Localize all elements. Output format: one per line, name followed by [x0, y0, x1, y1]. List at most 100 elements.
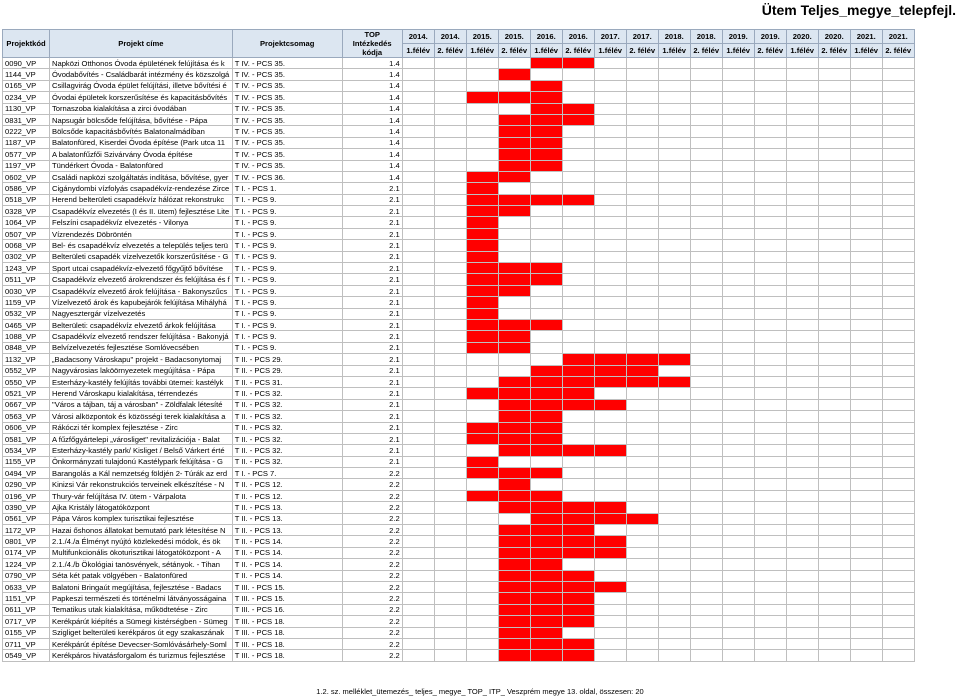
schedule-cell [657, 592, 691, 605]
table-row: 0222_VP Bölcsőde kapacitásbővítés Balaton… [2, 125, 915, 138]
schedule-cell [689, 182, 723, 195]
header-period-half: 1.félév [401, 43, 435, 58]
schedule-cell [433, 79, 467, 93]
schedule-cell [817, 444, 851, 457]
schedule-cell [561, 410, 595, 423]
schedule-cell [785, 398, 819, 412]
schedule-cell [593, 193, 627, 207]
schedule-cell [753, 615, 787, 628]
schedule-cell [433, 523, 467, 537]
schedule-cell [881, 489, 915, 503]
project-title-cell: Papkeszi természeti és történelmi látván… [49, 592, 233, 605]
schedule-cell-active [497, 489, 531, 503]
schedule-cell [817, 113, 851, 127]
schedule-cell-active [497, 615, 531, 628]
schedule-cell [593, 284, 627, 298]
schedule-cell-active [497, 501, 531, 514]
schedule-cell [593, 558, 627, 571]
schedule-cell [625, 637, 659, 651]
schedule-cell-active [465, 421, 499, 434]
schedule-cell [721, 410, 755, 423]
project-group-cell: T II. - PCS 13. [231, 512, 343, 526]
schedule-cell [849, 421, 883, 434]
schedule-cell-active [529, 569, 563, 582]
top-code-cell: 2.1 [341, 296, 403, 309]
schedule-cell [529, 296, 563, 309]
schedule-cell-active [465, 341, 499, 355]
schedule-cell [657, 501, 691, 514]
schedule-cell [625, 410, 659, 423]
schedule-cell-active [561, 523, 595, 537]
schedule-cell [465, 512, 499, 526]
schedule-cell-active [529, 159, 563, 172]
schedule-cell [881, 546, 915, 560]
schedule-cell [721, 637, 755, 651]
schedule-cell [593, 182, 627, 195]
schedule-cell [401, 489, 435, 503]
project-group-cell: T II. - PCS 32. [231, 410, 343, 423]
schedule-cell [401, 512, 435, 526]
schedule-cell [593, 341, 627, 355]
schedule-cell [849, 148, 883, 161]
schedule-cell [785, 421, 819, 434]
schedule-cell [753, 102, 787, 115]
schedule-cell [625, 603, 659, 617]
table-row: 0611_VP Tematikus utak kialakítása, működ… [2, 603, 915, 617]
schedule-cell [785, 170, 819, 184]
project-title-cell: Nagyesztergár vízelvezetés [49, 307, 233, 321]
top-code-cell: 2.1 [341, 455, 403, 469]
schedule-cell [657, 603, 691, 617]
schedule-cell-active [529, 637, 563, 651]
header-period-half: 1.félév [721, 43, 755, 58]
project-code-cell: 0611_VP [2, 603, 50, 617]
schedule-cell [817, 626, 851, 639]
top-code-cell: 2.1 [341, 239, 403, 252]
schedule-cell [689, 615, 723, 628]
schedule-cell [849, 56, 883, 70]
project-title-cell: Herend Városkapu kialakítása, térrendezé… [49, 387, 233, 400]
project-title-cell: Rákóczi tér komplex fejlesztése - Zirc [49, 421, 233, 434]
schedule-cell [433, 615, 467, 628]
schedule-cell [689, 535, 723, 548]
schedule-cell-active [497, 546, 531, 560]
schedule-cell [465, 364, 499, 377]
project-group-cell: T I. - PCS 9. [231, 318, 343, 332]
schedule-cell [657, 205, 691, 218]
schedule-cell [657, 148, 691, 161]
project-group-cell: T IV. - PCS 35. [231, 125, 343, 138]
table-row: 1155_VP Önkormányzati tulajdonú Kastélypa… [2, 455, 915, 469]
schedule-cell [401, 558, 435, 571]
schedule-cell [401, 398, 435, 412]
schedule-cell [721, 318, 755, 332]
header-project-title: Projekt címe [49, 29, 233, 58]
project-group-cell: T IV. - PCS 35. [231, 91, 343, 104]
schedule-cell [593, 637, 627, 651]
project-title-cell: Szigliget belterületi kerékpáros út egy … [49, 626, 233, 639]
schedule-cell-active [561, 102, 595, 115]
schedule-cell [753, 444, 787, 457]
schedule-cell [721, 148, 755, 161]
project-code-cell: 0711_VP [2, 637, 50, 651]
schedule-cell-active [465, 91, 499, 104]
project-title-cell: Kerékpáros hivatásforgalom és turizmus f… [49, 649, 233, 662]
schedule-cell [721, 546, 755, 560]
schedule-cell [753, 489, 787, 503]
schedule-cell [849, 341, 883, 355]
schedule-cell [561, 239, 595, 252]
top-code-cell: 2.1 [341, 273, 403, 286]
header-period-half: 1.félév [593, 43, 627, 58]
schedule-cell [401, 421, 435, 434]
schedule-cell [433, 569, 467, 582]
project-group-cell: T II. - PCS 32. [231, 444, 343, 457]
schedule-cell [689, 205, 723, 218]
header-period-year: 2021. [849, 29, 883, 44]
schedule-cell-active [529, 580, 563, 594]
schedule-cell [593, 296, 627, 309]
schedule-cell [721, 387, 755, 400]
table-row: 0521_VP Herend Városkapu kialakítása, tér… [2, 387, 915, 400]
project-title-cell: Belterületi csapadék vízelvezetők korsze… [49, 250, 233, 264]
schedule-cell [721, 398, 755, 412]
schedule-cell [817, 580, 851, 594]
project-title-cell: Nagyvárosias laköörnyezetek megújítása -… [49, 364, 233, 377]
schedule-cell [561, 489, 595, 503]
